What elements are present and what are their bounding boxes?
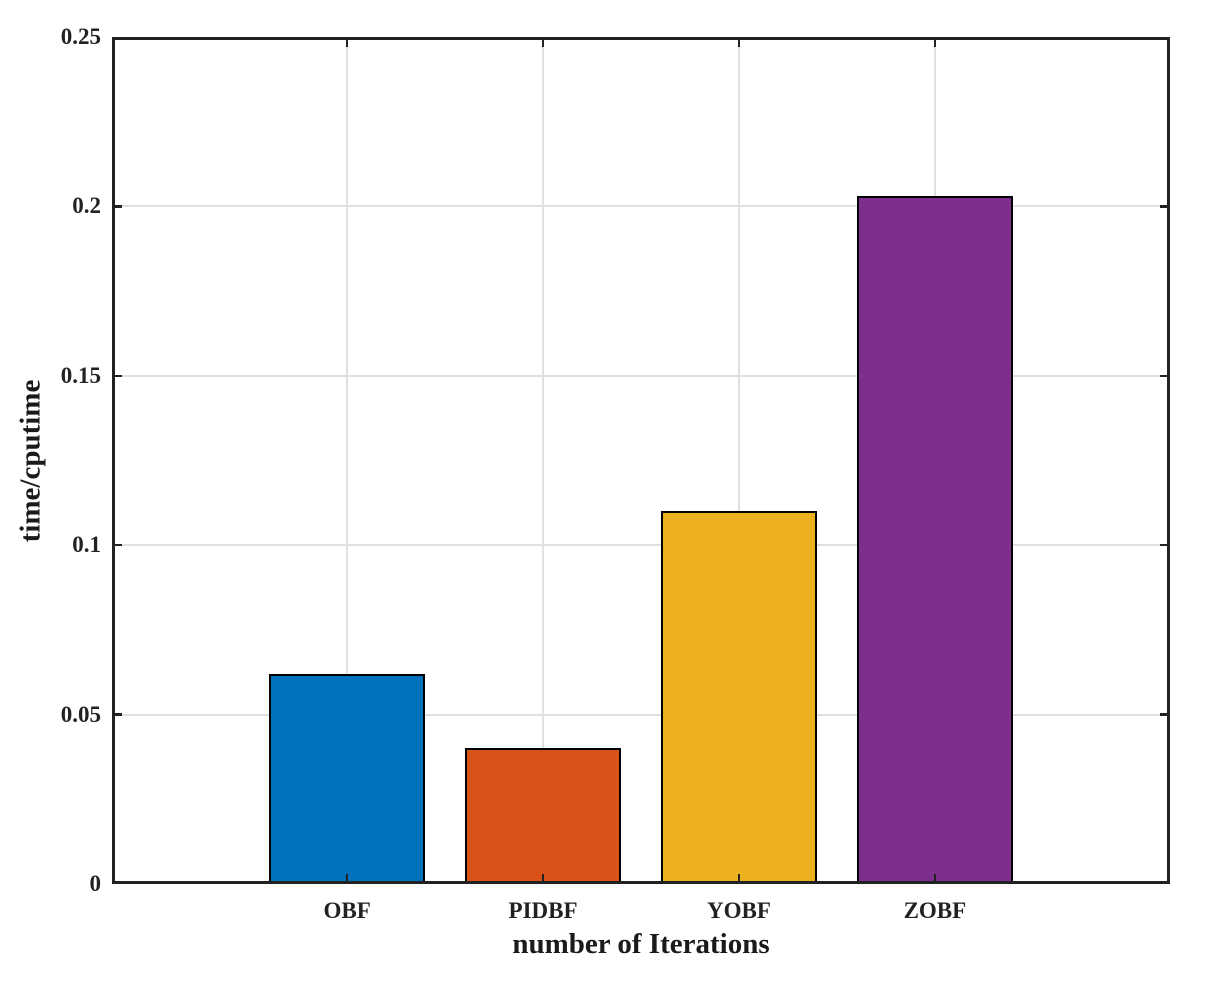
y-tick-right bbox=[1160, 205, 1170, 208]
x-tick-top bbox=[933, 37, 937, 47]
x-gridline bbox=[346, 37, 349, 884]
x-tick-top bbox=[737, 37, 741, 47]
y-tick-label: 0 bbox=[89, 871, 102, 896]
y-axis-label: time/cputime bbox=[14, 379, 47, 542]
y-tick-left bbox=[112, 374, 122, 378]
x-tick-label-ZOBF: ZOBF bbox=[903, 898, 967, 923]
bar-YOBF bbox=[660, 511, 818, 884]
x-tick-label-YOBF: YOBF bbox=[707, 898, 771, 923]
bar-ZOBF bbox=[856, 196, 1014, 884]
x-tick-bottom bbox=[737, 874, 741, 884]
y-tick-left bbox=[112, 713, 122, 716]
x-tick-top bbox=[345, 37, 349, 47]
y-tick-label: 0.05 bbox=[60, 701, 101, 727]
y-tick-right bbox=[1160, 374, 1170, 378]
x-tick-label-OBF: OBF bbox=[323, 898, 371, 923]
x-gridline bbox=[542, 37, 545, 884]
y-tick-right bbox=[1160, 713, 1170, 716]
y-tick-label: 0.2 bbox=[72, 193, 101, 219]
y-gridline bbox=[112, 544, 1170, 547]
x-gridline bbox=[737, 37, 740, 884]
x-tick-top bbox=[541, 37, 545, 47]
y-tick-left bbox=[112, 205, 122, 208]
y-tick-label: 0.15 bbox=[60, 362, 101, 388]
y-tick-left bbox=[112, 543, 122, 547]
y-gridline bbox=[112, 205, 1170, 208]
x-tick-bottom bbox=[541, 874, 545, 884]
y-gridline bbox=[112, 713, 1170, 716]
x-tick-bottom bbox=[933, 874, 937, 884]
y-tick-right bbox=[1160, 543, 1170, 547]
y-tick-label: 0.1 bbox=[72, 532, 101, 558]
y-gridline bbox=[112, 374, 1170, 377]
plot-area bbox=[112, 37, 1170, 884]
bar-OBF bbox=[268, 673, 426, 884]
y-tick-label: 0.25 bbox=[60, 24, 101, 49]
x-axis-label: number of Iterations bbox=[512, 928, 770, 960]
x-tick-bottom bbox=[345, 874, 349, 884]
x-tick-label-PIDBF: PIDBF bbox=[508, 898, 578, 923]
bar-PIDBF bbox=[464, 748, 622, 884]
